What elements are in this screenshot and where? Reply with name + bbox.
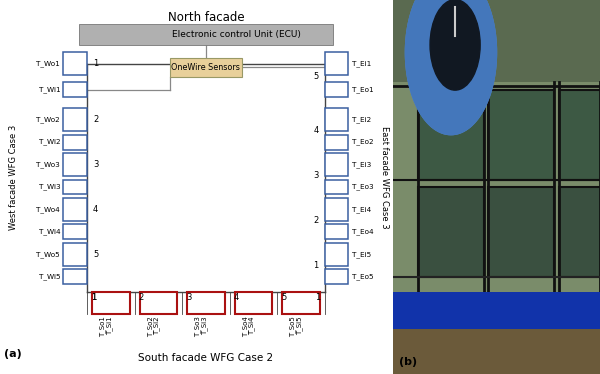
Text: T_Wi1: T_Wi1 bbox=[38, 86, 60, 93]
Bar bbox=[325, 82, 349, 97]
Text: 1: 1 bbox=[93, 59, 98, 68]
Text: T_Ei2: T_Ei2 bbox=[352, 116, 371, 123]
Text: South facade WFG Case 2: South facade WFG Case 2 bbox=[139, 353, 274, 363]
Bar bbox=[559, 90, 600, 180]
Bar bbox=[325, 224, 349, 239]
Bar bbox=[64, 135, 87, 150]
Text: 1: 1 bbox=[91, 293, 97, 302]
Bar bbox=[418, 187, 484, 277]
Bar bbox=[64, 52, 87, 75]
Text: 4: 4 bbox=[233, 293, 239, 302]
Text: T_Wi3: T_Wi3 bbox=[38, 184, 60, 190]
Text: T_Wo3: T_Wo3 bbox=[37, 161, 60, 168]
Text: 1: 1 bbox=[314, 261, 319, 270]
Text: 5: 5 bbox=[281, 293, 286, 302]
Text: T_Wo4: T_Wo4 bbox=[37, 206, 60, 213]
Text: T_Wi2: T_Wi2 bbox=[38, 139, 60, 145]
Text: T_Si2: T_Si2 bbox=[154, 316, 160, 334]
Text: 3: 3 bbox=[313, 171, 319, 180]
Text: T_Eo3: T_Eo3 bbox=[352, 184, 373, 190]
Text: East facade WFG Case 3: East facade WFG Case 3 bbox=[380, 126, 389, 229]
Bar bbox=[325, 180, 349, 194]
Text: T_Si4: T_Si4 bbox=[248, 316, 256, 334]
Text: 2: 2 bbox=[93, 115, 98, 124]
Text: Electronic control Unit (ECU): Electronic control Unit (ECU) bbox=[172, 30, 301, 39]
Text: 1: 1 bbox=[316, 293, 321, 302]
Text: T_Wo2: T_Wo2 bbox=[37, 116, 60, 123]
Bar bbox=[393, 0, 600, 82]
Text: 1: 1 bbox=[91, 293, 97, 302]
Bar bbox=[64, 153, 87, 176]
Bar bbox=[559, 187, 600, 277]
Text: (b): (b) bbox=[399, 356, 418, 367]
Text: T_So5: T_So5 bbox=[289, 316, 296, 337]
Bar bbox=[325, 243, 349, 266]
Text: 4: 4 bbox=[93, 205, 98, 214]
Text: T_Si5: T_Si5 bbox=[296, 316, 303, 334]
Text: T_Si3: T_Si3 bbox=[201, 316, 208, 335]
Bar bbox=[64, 108, 87, 131]
Bar bbox=[64, 224, 87, 239]
Bar bbox=[64, 180, 87, 194]
Bar bbox=[64, 243, 87, 266]
Text: 2: 2 bbox=[314, 216, 319, 225]
Bar bbox=[64, 198, 87, 221]
Bar bbox=[187, 292, 225, 314]
Text: 4: 4 bbox=[314, 126, 319, 135]
Text: OneWire Sensors: OneWire Sensors bbox=[172, 63, 241, 72]
Bar bbox=[325, 135, 349, 150]
Text: T_So4: T_So4 bbox=[242, 316, 248, 337]
Text: 3: 3 bbox=[93, 160, 98, 169]
Bar bbox=[235, 292, 272, 314]
Bar bbox=[325, 153, 349, 176]
Text: 2: 2 bbox=[139, 293, 144, 302]
Text: T_Si1: T_Si1 bbox=[106, 316, 113, 335]
Text: (a): (a) bbox=[4, 349, 22, 359]
Text: T_Eo1: T_Eo1 bbox=[352, 86, 373, 93]
Text: T_Ei4: T_Ei4 bbox=[352, 206, 371, 213]
Bar bbox=[393, 329, 600, 374]
Text: 5: 5 bbox=[314, 72, 319, 81]
Circle shape bbox=[430, 0, 480, 90]
Text: North facade: North facade bbox=[167, 11, 244, 24]
Text: 5: 5 bbox=[93, 250, 98, 259]
Text: T_Ei3: T_Ei3 bbox=[352, 161, 371, 168]
Bar bbox=[64, 82, 87, 97]
Bar bbox=[488, 90, 554, 180]
Text: T_Eo5: T_Eo5 bbox=[352, 273, 373, 280]
Bar bbox=[79, 24, 332, 45]
Polygon shape bbox=[406, 0, 497, 135]
Text: T_So1: T_So1 bbox=[100, 316, 106, 337]
Text: T_Wo5: T_Wo5 bbox=[37, 251, 60, 258]
Bar bbox=[282, 292, 320, 314]
Text: T_Wo1: T_Wo1 bbox=[37, 60, 60, 67]
Bar bbox=[325, 52, 349, 75]
Text: T_Eo4: T_Eo4 bbox=[352, 229, 373, 235]
Bar bbox=[170, 58, 242, 77]
Bar bbox=[325, 269, 349, 284]
Text: T_Eo2: T_Eo2 bbox=[352, 139, 373, 145]
Text: T_Ei1: T_Ei1 bbox=[352, 60, 371, 67]
Bar bbox=[325, 198, 349, 221]
Bar bbox=[140, 292, 177, 314]
Text: T_Ei5: T_Ei5 bbox=[352, 251, 371, 258]
Text: T_So3: T_So3 bbox=[194, 316, 201, 337]
Text: T_So2: T_So2 bbox=[147, 316, 154, 337]
Bar bbox=[488, 187, 554, 277]
Text: T_Wi5: T_Wi5 bbox=[38, 273, 60, 280]
Bar bbox=[393, 292, 600, 329]
Bar bbox=[325, 108, 349, 131]
Bar bbox=[64, 269, 87, 284]
Text: West facade WFG Case 3: West facade WFG Case 3 bbox=[10, 125, 19, 230]
Bar bbox=[418, 90, 484, 180]
Circle shape bbox=[406, 0, 497, 135]
Bar bbox=[92, 292, 130, 314]
Text: 3: 3 bbox=[186, 293, 191, 302]
Text: T_Wi4: T_Wi4 bbox=[38, 229, 60, 235]
